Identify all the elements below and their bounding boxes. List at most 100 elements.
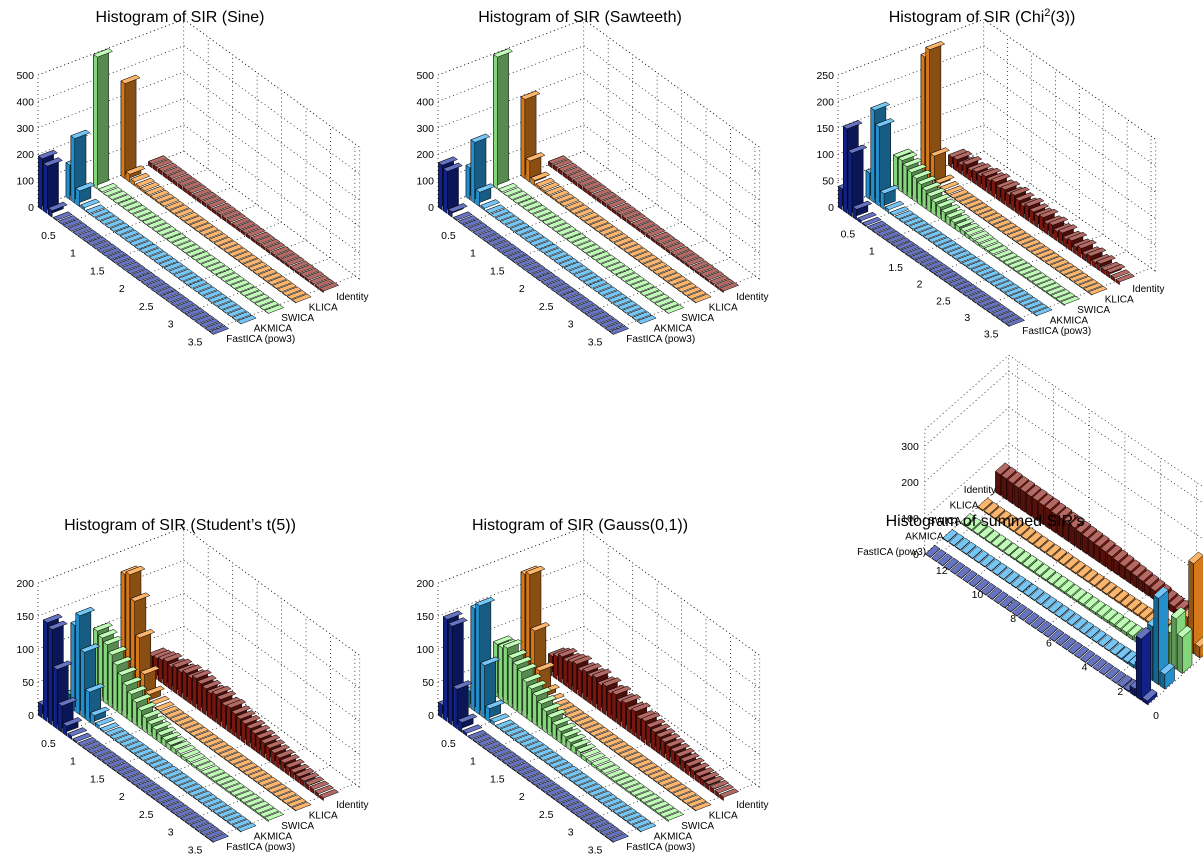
series-label: Identity (736, 292, 768, 303)
bar (574, 208, 595, 219)
bar (486, 236, 507, 247)
grid-line (837, 18, 1157, 140)
bar (652, 265, 673, 276)
bar (1002, 514, 1018, 529)
bar (966, 290, 987, 301)
bar (583, 723, 605, 734)
bar (216, 808, 238, 819)
bar (961, 541, 977, 556)
bar (174, 808, 195, 819)
bar (895, 240, 916, 251)
bar (568, 772, 589, 783)
bar (125, 264, 147, 275)
z-tick-label: 400 (16, 96, 34, 108)
bar (530, 268, 551, 279)
bar (951, 250, 972, 260)
bar (574, 300, 595, 311)
bar (524, 233, 545, 243)
bar (509, 222, 530, 233)
bar (952, 150, 973, 172)
bar (971, 294, 992, 304)
bar (664, 304, 685, 315)
bar (1042, 624, 1059, 638)
bar (652, 773, 673, 784)
bar (538, 751, 559, 762)
bar (986, 304, 1007, 314)
bar (216, 206, 237, 219)
bar (491, 240, 512, 250)
bar (92, 48, 114, 190)
bar (1035, 592, 1051, 606)
bar (684, 757, 705, 777)
bar (138, 751, 159, 762)
bar (540, 275, 561, 286)
series-label: Identity (964, 485, 996, 496)
bar (224, 275, 246, 286)
x-axis: 0.5 1 1.5 2 2.5 3 3.5 (41, 738, 202, 857)
series-label: KLICA (709, 302, 738, 313)
z-tick-label: 200 (416, 149, 434, 161)
z-tick-label: 150 (416, 611, 434, 623)
bar (602, 290, 623, 300)
bar (1073, 645, 1090, 659)
bar (193, 730, 214, 741)
x-tick-label: 10 (972, 589, 984, 601)
bar (204, 829, 225, 840)
bar (191, 188, 213, 201)
bar (262, 780, 283, 791)
bar (647, 769, 668, 780)
grid-line (1005, 136, 1152, 325)
bar (309, 780, 330, 794)
bar (634, 283, 655, 293)
bar (189, 818, 210, 829)
z-tick-label: 250 (816, 70, 834, 82)
bar (96, 751, 117, 762)
x-tick-label: 8 (1010, 613, 1016, 625)
bar (995, 310, 1016, 321)
bar (289, 260, 310, 272)
z-axis: 0 100 200 300 400 500 (416, 70, 434, 214)
bar (1008, 290, 1029, 300)
bar (236, 314, 257, 325)
bar (632, 250, 654, 261)
bar (197, 794, 218, 805)
x-tick-label: 3 (168, 319, 174, 331)
x-tick-label: 3.5 (188, 844, 203, 856)
grid-line (208, 651, 356, 840)
bar (221, 304, 243, 314)
bar (639, 286, 660, 297)
bar (151, 222, 172, 233)
bar (239, 793, 260, 805)
bar (913, 223, 934, 234)
bar (1055, 633, 1071, 647)
bar (145, 786, 166, 797)
bar (91, 747, 112, 758)
bar (1011, 603, 1028, 617)
bar (566, 233, 587, 243)
bar (240, 224, 261, 237)
bar (989, 506, 1006, 521)
bar (509, 730, 530, 741)
bar (527, 204, 548, 215)
grid-line (437, 124, 761, 254)
bar (642, 258, 663, 269)
bar (135, 272, 156, 282)
bar (997, 538, 1013, 553)
bar (227, 247, 249, 258)
bar (541, 215, 562, 226)
bar (943, 557, 960, 571)
bar (254, 297, 275, 307)
bar (621, 209, 642, 222)
bar (139, 181, 161, 194)
bar (624, 275, 646, 286)
bar (124, 233, 145, 243)
bar (220, 272, 241, 283)
bar (704, 271, 725, 283)
bar (130, 268, 151, 279)
x-tick-label: 3.5 (188, 336, 203, 348)
bar (457, 215, 478, 225)
x-tick-label: 2 (119, 283, 125, 295)
grid-line (160, 108, 307, 297)
bar (967, 545, 983, 560)
bar (959, 222, 980, 237)
